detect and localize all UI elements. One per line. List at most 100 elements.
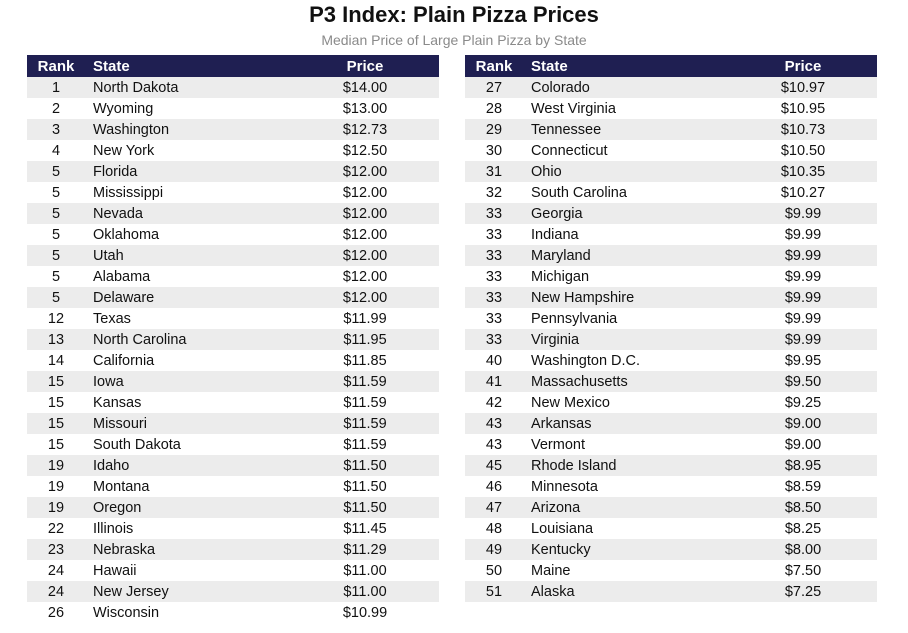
table-row: 43 Arkansas $9.00 — [465, 413, 877, 434]
table-row: 3 Washington $12.73 — [27, 119, 439, 140]
rank-cell: 15 — [47, 373, 65, 390]
table-row: 14 California $11.85 — [27, 350, 439, 371]
state-cell: Kansas — [93, 394, 142, 411]
table-row: 40 Washington D.C. $9.95 — [465, 350, 877, 371]
rank-cell: 33 — [485, 268, 503, 285]
table-row: 4 New York $12.50 — [27, 140, 439, 161]
price-cell: $9.25 — [784, 394, 822, 411]
table-row: 31 Ohio $10.35 — [465, 161, 877, 182]
table-row: 29 Tennessee $10.73 — [465, 119, 877, 140]
header-rank: Rank — [37, 57, 75, 75]
table-row: 42 New Mexico $9.25 — [465, 392, 877, 413]
price-cell: $11.99 — [343, 310, 387, 327]
table-row: 30 Connecticut $10.50 — [465, 140, 877, 161]
state-cell: Nebraska — [93, 541, 156, 558]
state-cell: West Virginia — [531, 100, 616, 117]
table-row: 27 Colorado $10.97 — [465, 77, 877, 98]
price-cell: $14.00 — [342, 79, 388, 96]
state-cell: South Dakota — [93, 436, 181, 453]
rank-cell: 30 — [485, 142, 503, 159]
rank-cell: 15 — [47, 415, 65, 432]
rank-cell: 23 — [47, 541, 65, 558]
table-row: 23 Nebraska $11.29 — [27, 539, 439, 560]
price-cell: $8.50 — [784, 499, 822, 516]
price-cell: $11.45 — [343, 520, 387, 537]
table-row: 33 Indiana $9.99 — [465, 224, 877, 245]
state-cell: Kentucky — [531, 541, 591, 558]
rank-cell: 32 — [485, 184, 503, 201]
state-cell: Colorado — [531, 79, 590, 96]
state-cell: Louisiana — [531, 520, 594, 537]
table-row: 5 Florida $12.00 — [27, 161, 439, 182]
rank-cell: 12 — [47, 310, 65, 327]
price-cell: $9.00 — [784, 415, 822, 432]
state-cell: Tennessee — [531, 121, 602, 138]
price-cell: $9.99 — [784, 205, 822, 222]
table-row: 19 Oregon $11.50 — [27, 497, 439, 518]
rank-cell: 15 — [47, 436, 65, 453]
rank-cell: 33 — [485, 247, 503, 264]
table-row: 19 Idaho $11.50 — [27, 455, 439, 476]
price-cell: $7.25 — [784, 583, 822, 600]
table-row: 43 Vermont $9.00 — [465, 434, 877, 455]
chart-subtitle: Median Price of Large Plain Pizza by Sta… — [321, 32, 587, 48]
rank-cell: 26 — [47, 604, 65, 621]
state-cell: New Jersey — [93, 583, 169, 600]
state-cell: Utah — [93, 247, 124, 264]
rank-cell: 49 — [485, 541, 503, 558]
rank-cell: 27 — [485, 79, 503, 96]
rank-cell: 48 — [485, 520, 503, 537]
price-cell: $9.99 — [784, 289, 822, 306]
price-cell: $12.00 — [342, 184, 388, 201]
state-cell: Alaska — [531, 583, 575, 600]
price-cell: $8.59 — [784, 478, 822, 495]
price-cell: $9.99 — [784, 268, 822, 285]
rank-cell: 2 — [51, 100, 61, 117]
state-cell: Pennsylvania — [531, 310, 618, 327]
table-header: Rank State Price — [465, 55, 877, 77]
rank-cell: 14 — [47, 352, 65, 369]
rank-cell: 15 — [47, 394, 65, 411]
rank-cell: 33 — [485, 205, 503, 222]
rank-cell: 33 — [485, 331, 503, 348]
state-cell: Massachusetts — [531, 373, 628, 390]
state-cell: Idaho — [93, 457, 130, 474]
state-cell: New York — [93, 142, 155, 159]
table-row: 46 Minnesota $8.59 — [465, 476, 877, 497]
price-cell: $9.99 — [784, 247, 822, 264]
table-row: 33 Virginia $9.99 — [465, 329, 877, 350]
rank-cell: 5 — [51, 163, 61, 180]
price-cell: $8.00 — [784, 541, 822, 558]
state-cell: Georgia — [531, 205, 583, 222]
price-cell: $11.29 — [343, 541, 387, 558]
header-state: State — [93, 57, 130, 75]
table-row: 5 Alabama $12.00 — [27, 266, 439, 287]
state-cell: Illinois — [93, 520, 134, 537]
rank-cell: 41 — [485, 373, 503, 390]
rank-cell: 19 — [47, 499, 65, 516]
rank-cell: 5 — [51, 226, 61, 243]
rank-cell: 29 — [485, 121, 503, 138]
price-cell: $12.00 — [342, 226, 388, 243]
state-cell: Nevada — [93, 205, 143, 222]
table-row: 47 Arizona $8.50 — [465, 497, 877, 518]
state-cell: Missouri — [93, 415, 147, 432]
price-cell: $9.50 — [784, 373, 822, 390]
price-cell: $10.97 — [780, 79, 826, 96]
rank-cell: 42 — [485, 394, 503, 411]
table-row: 33 New Hampshire $9.99 — [465, 287, 877, 308]
header-rank: Rank — [475, 57, 513, 75]
state-cell: Arizona — [531, 499, 581, 516]
price-cell: $12.00 — [342, 205, 388, 222]
price-cell: $10.99 — [342, 604, 388, 621]
state-cell: Oklahoma — [93, 226, 160, 243]
table-row: 33 Georgia $9.99 — [465, 203, 877, 224]
price-cell: $11.00 — [343, 583, 387, 600]
price-cell: $8.25 — [784, 520, 822, 537]
price-cell: $12.00 — [342, 247, 388, 264]
price-cell: $9.99 — [784, 310, 822, 327]
table-row: 51 Alaska $7.25 — [465, 581, 877, 602]
header-state: State — [531, 57, 568, 75]
rank-cell: 28 — [485, 100, 503, 117]
price-cell: $8.95 — [784, 457, 822, 474]
